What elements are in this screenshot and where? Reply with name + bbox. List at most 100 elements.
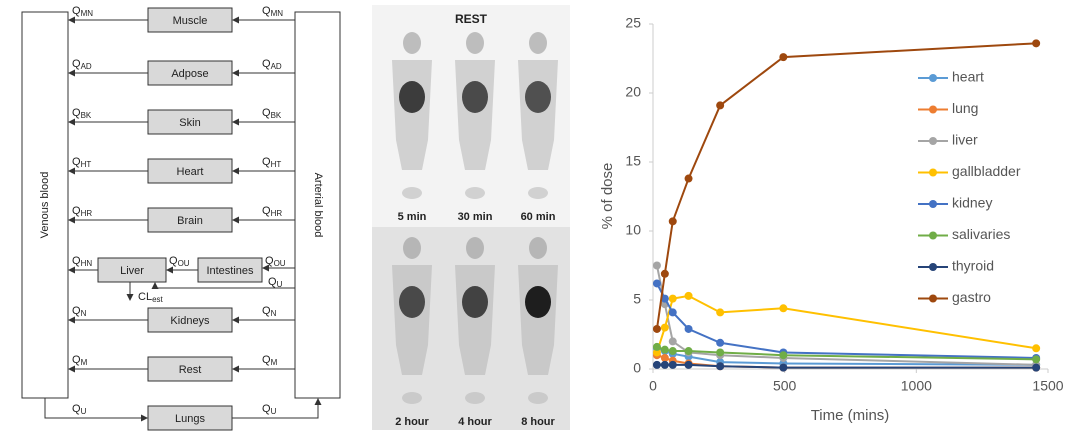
data-point (661, 346, 669, 354)
y-tick-label: 15 (625, 153, 641, 169)
series-line (657, 266, 1036, 365)
flow-label: QAD (262, 58, 282, 71)
flow-label: QMN (262, 5, 283, 18)
data-point (779, 53, 787, 61)
scan-feet (465, 187, 485, 199)
flow-subscript: U (81, 407, 87, 416)
data-point (661, 361, 669, 369)
legend-label: gastro (952, 289, 991, 305)
flow-label: QHR (262, 205, 282, 218)
data-point (685, 361, 693, 369)
data-point (653, 361, 661, 369)
flow-subscript: BK (271, 111, 282, 120)
flow-subscript: BK (81, 111, 92, 120)
data-point (669, 308, 677, 316)
organ-label: Skin (179, 117, 200, 129)
clearance-subscript: est (152, 295, 163, 304)
flow-label: QHT (72, 156, 91, 169)
flow-subscript: HR (81, 209, 93, 218)
legend-swatch (929, 263, 937, 271)
flow-line (45, 398, 147, 418)
x-tick-label: 1500 (1032, 378, 1063, 394)
legend-swatch (929, 106, 937, 114)
data-point (669, 337, 677, 345)
scan-time-label: 5 min (398, 211, 427, 223)
flow-label: QN (262, 305, 277, 318)
data-point (669, 361, 677, 369)
data-point (661, 354, 669, 362)
y-axis-label: % of dose (599, 163, 616, 230)
organ-label: Intestines (206, 265, 254, 277)
data-point (669, 295, 677, 303)
data-point (669, 217, 677, 225)
scan-time-label: 2 hour (395, 416, 429, 428)
flow-subscript: OU (178, 259, 190, 268)
flow-subscript: AD (271, 62, 282, 71)
data-point (661, 270, 669, 278)
flow-label: QAD (72, 58, 92, 71)
data-point (653, 279, 661, 287)
data-point (1032, 344, 1040, 352)
legend-label: liver (952, 132, 978, 148)
data-point (716, 362, 724, 370)
legend-label: gallbladder (952, 163, 1021, 179)
clearance-symbol: CL (138, 291, 152, 303)
organ-label: Kidneys (170, 315, 210, 327)
flow-subscript: N (271, 309, 277, 318)
data-point (661, 324, 669, 332)
organ-label: Lungs (175, 413, 205, 425)
scan-organ (525, 286, 551, 318)
flow-label: QM (72, 354, 88, 367)
flow-label: QN (72, 305, 87, 318)
flow-label: QM (262, 354, 278, 367)
arterial-label: Arterial blood (312, 173, 324, 238)
scan-organ (399, 81, 425, 113)
x-axis-label: Time (mins) (811, 407, 890, 424)
organ-label: Muscle (173, 15, 208, 27)
y-tick-label: 0 (633, 360, 641, 376)
scan-organ (462, 286, 488, 318)
scan-organ (399, 286, 425, 318)
flow-subscript: OU (274, 259, 286, 268)
organ-label: Heart (177, 166, 204, 178)
legend-swatch (929, 74, 937, 82)
flow-subscript: AD (81, 62, 92, 71)
flow-label: QHR (72, 205, 92, 218)
flow-label: QBK (72, 107, 92, 120)
data-point (1032, 355, 1040, 363)
organ-label: Brain (177, 215, 203, 227)
scan-title: REST (455, 12, 488, 26)
flow-subscript: HT (81, 160, 92, 169)
scan-time-label: 4 hour (458, 416, 492, 428)
data-point (779, 364, 787, 372)
scan-feet (402, 392, 422, 404)
data-point (716, 308, 724, 316)
organ-label: Adpose (171, 68, 208, 80)
data-point (716, 101, 724, 109)
figure: Venous blood Arterial blood MuscleQMNQMN… (0, 0, 1088, 431)
data-point (685, 175, 693, 183)
scan-feet (465, 392, 485, 404)
x-tick-label: 1000 (901, 378, 932, 394)
organ-label: Rest (179, 364, 202, 376)
data-point (716, 339, 724, 347)
flow-subscript: HT (271, 160, 282, 169)
flow-label: QU (72, 403, 87, 416)
scan-head (529, 237, 547, 259)
scan-head (466, 237, 484, 259)
data-point (685, 347, 693, 355)
flow-label: QU (262, 403, 277, 416)
data-point (1032, 39, 1040, 47)
scan-feet (402, 187, 422, 199)
legend-swatch (929, 232, 937, 240)
flow-label: QU (268, 276, 283, 289)
data-point (1032, 364, 1040, 372)
clearance-label: CLest (138, 291, 164, 304)
flow-subscript: HR (271, 209, 283, 218)
scan-time-label: 60 min (521, 211, 556, 223)
data-point (779, 351, 787, 359)
scan-time-label: 30 min (458, 211, 493, 223)
scan-feet (528, 187, 548, 199)
scan-head (403, 237, 421, 259)
data-point (779, 304, 787, 312)
